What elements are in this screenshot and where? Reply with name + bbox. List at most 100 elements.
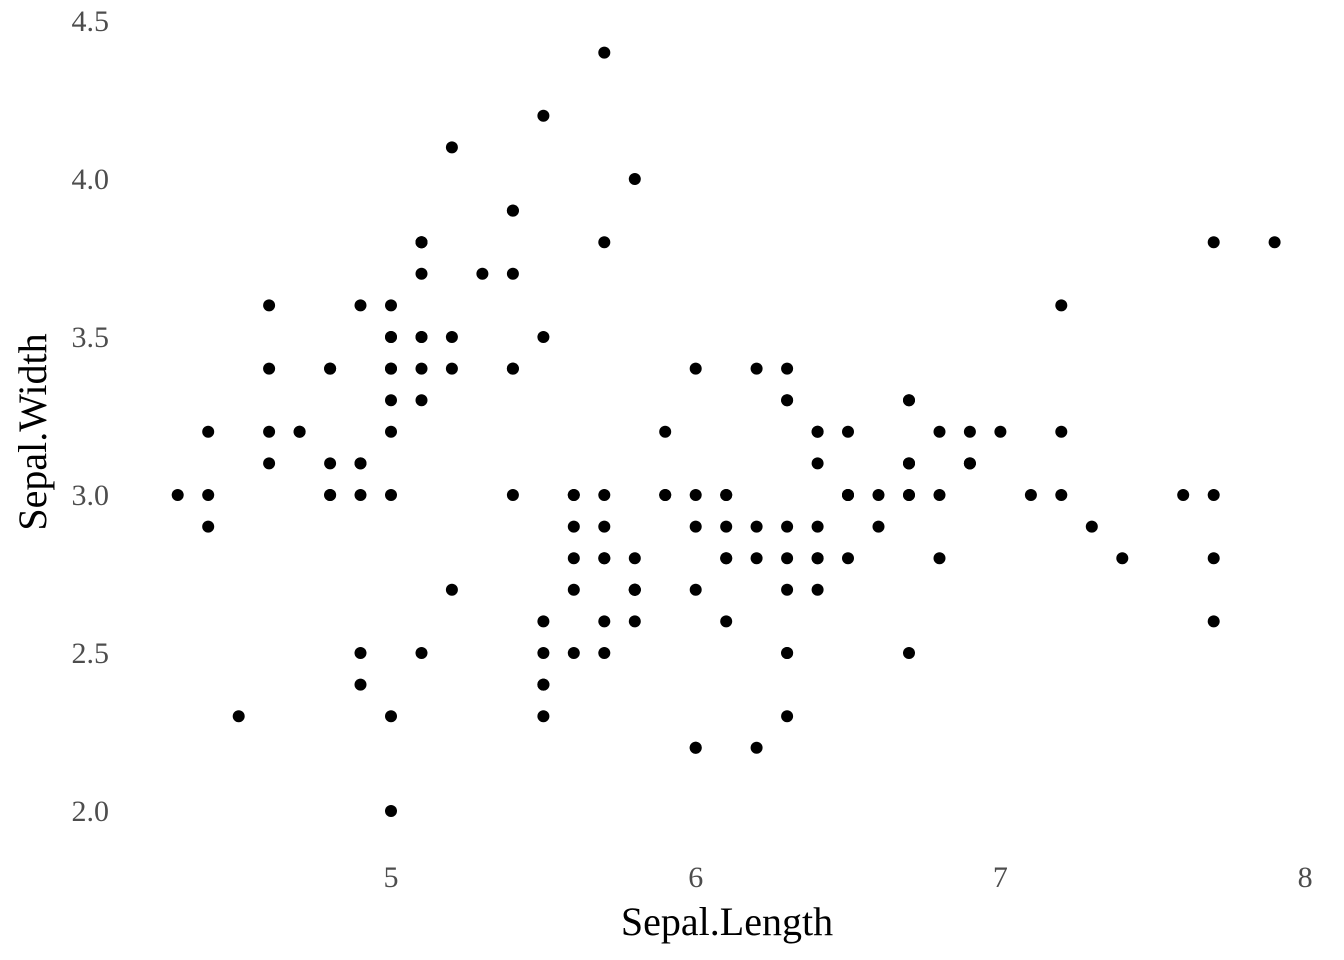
data-point — [598, 236, 610, 248]
data-point — [385, 805, 397, 817]
data-point — [598, 647, 610, 659]
y-tick-label: 3.0 — [72, 479, 110, 512]
data-point — [1177, 489, 1189, 501]
data-point — [751, 552, 763, 564]
data-point — [629, 552, 641, 564]
data-point — [812, 584, 824, 596]
data-point — [416, 647, 428, 659]
data-point — [720, 489, 732, 501]
data-point — [385, 331, 397, 343]
data-point — [720, 521, 732, 533]
x-tick-label: 7 — [993, 861, 1008, 894]
data-point — [172, 489, 184, 501]
data-point — [537, 647, 549, 659]
data-point — [446, 141, 458, 153]
data-point — [1208, 489, 1220, 501]
data-point — [751, 521, 763, 533]
data-point — [385, 299, 397, 311]
data-point — [355, 647, 367, 659]
data-point — [903, 457, 915, 469]
data-point — [324, 489, 336, 501]
data-point — [1208, 552, 1220, 564]
data-point — [903, 647, 915, 659]
data-point — [263, 299, 275, 311]
data-point — [629, 584, 641, 596]
data-point — [537, 331, 549, 343]
y-tick-label: 4.5 — [72, 5, 110, 38]
data-point — [934, 426, 946, 438]
data-point — [629, 615, 641, 627]
data-point — [720, 552, 732, 564]
data-point — [720, 615, 732, 627]
data-point — [568, 521, 580, 533]
data-point — [934, 489, 946, 501]
data-point — [842, 426, 854, 438]
data-point — [964, 426, 976, 438]
data-point — [385, 394, 397, 406]
data-point — [598, 552, 610, 564]
y-tick-label: 2.5 — [72, 637, 110, 670]
data-points — [172, 47, 1281, 817]
data-point — [416, 331, 428, 343]
data-point — [842, 552, 854, 564]
y-axis-ticks: 2.0 2.5 3.0 3.5 4.0 4.5 — [72, 5, 110, 828]
data-point — [476, 268, 488, 280]
data-point — [1055, 489, 1067, 501]
data-point — [355, 489, 367, 501]
data-point — [690, 742, 702, 754]
data-point — [1208, 615, 1220, 627]
data-point — [385, 363, 397, 375]
data-point — [416, 363, 428, 375]
data-point — [385, 426, 397, 438]
data-point — [294, 426, 306, 438]
data-point — [781, 647, 793, 659]
y-tick-label: 3.5 — [72, 321, 110, 354]
y-tick-label: 4.0 — [72, 163, 110, 196]
data-point — [568, 584, 580, 596]
data-point — [598, 489, 610, 501]
data-point — [1116, 552, 1128, 564]
data-point — [690, 584, 702, 596]
data-point — [568, 552, 580, 564]
data-point — [812, 521, 824, 533]
data-point — [416, 268, 428, 280]
data-point — [781, 552, 793, 564]
data-point — [324, 457, 336, 469]
data-point — [690, 363, 702, 375]
data-point — [751, 742, 763, 754]
data-point — [507, 363, 519, 375]
data-point — [385, 489, 397, 501]
data-point — [416, 394, 428, 406]
data-point — [873, 489, 885, 501]
data-point — [507, 205, 519, 217]
data-point — [934, 552, 946, 564]
data-point — [446, 363, 458, 375]
data-point — [994, 426, 1006, 438]
data-point — [812, 552, 824, 564]
data-point — [598, 615, 610, 627]
data-point — [355, 457, 367, 469]
data-point — [690, 489, 702, 501]
data-point — [781, 584, 793, 596]
data-point — [263, 363, 275, 375]
data-point — [385, 710, 397, 722]
data-point — [263, 426, 275, 438]
data-point — [903, 489, 915, 501]
data-point — [446, 584, 458, 596]
data-point — [324, 363, 336, 375]
data-point — [1269, 236, 1281, 248]
data-point — [1208, 236, 1220, 248]
data-point — [446, 331, 458, 343]
data-point — [1055, 426, 1067, 438]
data-point — [537, 710, 549, 722]
data-point — [1086, 521, 1098, 533]
data-point — [659, 489, 671, 501]
data-point — [202, 489, 214, 501]
data-point — [568, 647, 580, 659]
data-point — [507, 268, 519, 280]
data-point — [751, 363, 763, 375]
data-point — [568, 489, 580, 501]
data-point — [507, 489, 519, 501]
data-point — [202, 521, 214, 533]
